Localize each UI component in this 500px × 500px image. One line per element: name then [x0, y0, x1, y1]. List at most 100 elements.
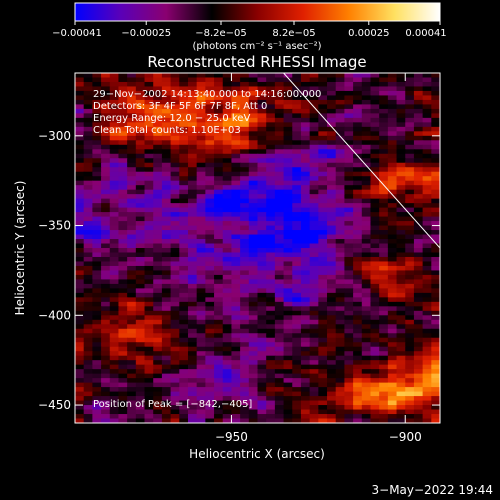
heatmap-cell [283, 301, 293, 307]
heatmap-cell [187, 306, 198, 312]
heatmap-cell [240, 333, 250, 339]
heatmap-cell [318, 162, 328, 168]
heatmap-cell [205, 135, 215, 141]
heatmap-cell [370, 171, 380, 177]
heatmap-cell [370, 225, 380, 231]
heatmap-cell [118, 73, 128, 79]
heatmap-cell [231, 203, 241, 209]
heatmap-cell [153, 301, 163, 307]
heatmap-cell [127, 234, 137, 240]
heatmap-cell [413, 90, 424, 97]
heatmap-cell [135, 382, 146, 388]
heatmap-cell [266, 400, 276, 406]
heatmap-cell [300, 405, 311, 411]
heatmap-cell [92, 387, 102, 393]
heatmap-cell [196, 230, 206, 236]
heatmap-cell [214, 162, 224, 168]
heatmap-cell [370, 301, 380, 307]
heatmap-cell [231, 194, 241, 200]
heatmap-cell [274, 99, 285, 106]
heatmap-cell [422, 270, 432, 276]
heatmap-cell [300, 81, 311, 88]
heatmap-cell [161, 167, 172, 173]
heatmap-cell [153, 171, 163, 177]
heatmap-cell [135, 176, 146, 182]
heatmap-cell [405, 225, 415, 231]
heatmap-cell [353, 261, 363, 267]
heatmap-cell [387, 248, 398, 254]
heatmap-cell [231, 306, 241, 312]
heatmap-cell [170, 414, 180, 420]
heatmap-cell [196, 122, 206, 128]
heatmap-cell [231, 113, 241, 119]
heatmap-cell [283, 194, 293, 200]
heatmap-cell [361, 176, 372, 182]
heatmap-cell [214, 274, 224, 281]
heatmap-cell [257, 319, 267, 325]
heatmap-cell [353, 180, 363, 186]
heatmap-cell [283, 90, 293, 97]
heatmap-cell [292, 328, 302, 334]
heatmap-cell [309, 414, 319, 420]
heatmap-cell [292, 391, 302, 397]
heatmap-cell [101, 144, 111, 150]
heatmap-cell [205, 216, 215, 222]
heatmap-cell [387, 346, 398, 352]
heatmap-cell [396, 189, 406, 195]
heatmap-cell [144, 373, 154, 379]
heatmap-cell [170, 230, 180, 236]
heatmap-cell [387, 297, 398, 303]
heatmap-cell [283, 171, 293, 177]
heatmap-cell [248, 319, 259, 325]
heatmap-cell [379, 346, 389, 352]
heatmap-cell [144, 279, 154, 285]
heatmap-cell [327, 337, 337, 343]
heatmap-cell [222, 171, 233, 177]
heatmap-cell [379, 198, 389, 204]
heatmap-cell [118, 104, 128, 110]
heatmap-cell [135, 108, 146, 114]
heatmap-cell [205, 418, 215, 423]
heatmap-cell [318, 203, 328, 209]
heatmap-cell [327, 176, 337, 182]
heatmap-cell [318, 131, 328, 137]
heatmap-cell [92, 234, 102, 240]
heatmap-cell [431, 288, 440, 294]
heatmap-cell [231, 301, 241, 307]
heatmap-cell [109, 400, 120, 406]
heatmap-cell [214, 126, 224, 132]
heatmap-cell [396, 279, 406, 285]
heatmap-cell [101, 310, 111, 316]
heatmap-cell [361, 364, 372, 370]
heatmap-cell [170, 73, 180, 79]
heatmap-cell [75, 355, 85, 361]
heatmap-cell [179, 292, 189, 298]
heatmap-cell [196, 292, 206, 298]
heatmap-cell [92, 248, 102, 254]
heatmap-cell [248, 234, 259, 240]
heatmap-cell [327, 342, 337, 348]
heatmap-cell [327, 126, 337, 132]
heatmap-cell [431, 239, 440, 245]
heatmap-cell [135, 140, 146, 146]
heatmap-cell [379, 180, 389, 186]
heatmap-cell [413, 301, 424, 307]
heatmap-cell [353, 418, 363, 423]
heatmap-cell [179, 95, 189, 101]
heatmap-cell [344, 77, 354, 83]
y-tick-label: −350 [38, 219, 71, 233]
heatmap-cell [396, 230, 406, 236]
heatmap-cell [231, 319, 241, 325]
heatmap-cell [431, 234, 440, 240]
heatmap-cell [318, 73, 328, 79]
heatmap-cell [309, 306, 319, 312]
heatmap-cell [274, 180, 285, 186]
heatmap-cell [222, 364, 233, 370]
heatmap-cell [257, 126, 267, 132]
heatmap-cell [75, 99, 85, 106]
heatmap-cell [309, 328, 319, 334]
heatmap-cell [214, 108, 224, 114]
heatmap-cell [266, 391, 276, 397]
heatmap-cell [248, 373, 259, 379]
heatmap-cell [101, 279, 111, 285]
